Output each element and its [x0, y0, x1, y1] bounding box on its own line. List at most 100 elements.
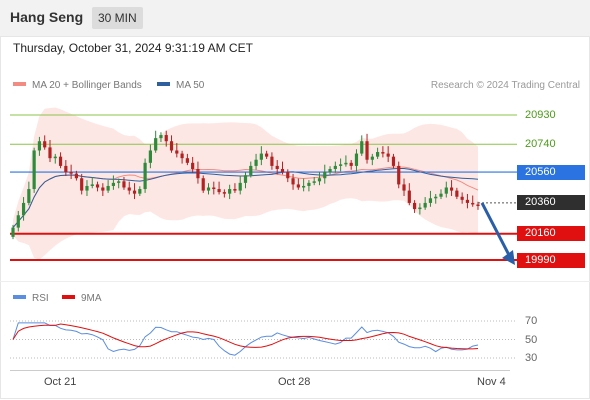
candle-body: [132, 190, 137, 194]
rsi-ma-swatch: [62, 295, 75, 300]
candle-body: [386, 153, 390, 157]
candle-body: [307, 182, 311, 186]
candle-body: [80, 178, 84, 191]
candle-body: [238, 182, 242, 191]
candle-body: [376, 152, 380, 157]
candle-body: [201, 178, 205, 191]
timeframe-badge[interactable]: 30 MIN: [92, 7, 143, 29]
header-bar: Hang Seng 30 MIN: [0, 0, 590, 36]
candle-body: [175, 150, 179, 154]
candle-body: [402, 184, 406, 191]
legend-ma20: MA 20 + Bollinger Bands: [13, 80, 142, 91]
candle-body: [64, 165, 68, 173]
candle-body: [249, 165, 253, 176]
candle-body: [143, 162, 147, 190]
candle-body: [418, 207, 422, 210]
candle-body: [360, 141, 364, 154]
forecast-arrow-line: [480, 202, 512, 258]
candle-body: [111, 182, 115, 186]
x-label-oct21: Oct 21: [44, 376, 77, 388]
rsi-axis-70: 70: [525, 315, 538, 327]
candle-body: [397, 165, 401, 185]
candle-body: [243, 175, 248, 183]
candle-body: [407, 190, 411, 203]
candle-body: [69, 172, 73, 174]
candle-body: [27, 189, 31, 203]
instrument-title: Hang Seng: [10, 9, 84, 25]
candle-body: [296, 184, 300, 188]
candle-body: [391, 156, 396, 166]
candle-body: [164, 135, 168, 142]
candle-body: [228, 189, 232, 194]
candle-body: [471, 202, 475, 205]
candle-body: [206, 187, 211, 191]
candle-body: [275, 165, 279, 169]
candle-body: [117, 181, 121, 183]
rsi-axis-50: 50: [525, 334, 538, 346]
candle-body: [302, 185, 306, 188]
credit-text: Research © 2024 Trading Central: [430, 80, 580, 91]
ma50-swatch: [157, 82, 170, 87]
level-label-20930: 20930: [525, 108, 556, 121]
candle-body: [428, 198, 433, 203]
rsi-label: RSI: [32, 293, 49, 304]
rsi-swatch: [13, 295, 26, 300]
candle-body: [196, 168, 200, 179]
candle-body: [339, 164, 343, 166]
candle-body: [328, 168, 332, 173]
candle-body: [412, 202, 417, 210]
candle-body: [291, 178, 295, 185]
candle-body: [127, 187, 131, 191]
x-label-nov4: Nov 4: [477, 376, 506, 388]
candle-body: [90, 184, 94, 186]
level-label-20160: 20160: [517, 226, 585, 242]
timestamp: Thursday, October 31, 2024 9:31:19 AM CE…: [13, 41, 253, 55]
candle-body: [185, 158, 189, 163]
forecast-arrow-head: [502, 250, 515, 265]
candle-body: [439, 193, 443, 197]
level-label-20560: 20560: [517, 164, 585, 180]
candle-body: [74, 173, 79, 179]
candle-body: [349, 162, 353, 166]
candle-body: [381, 152, 385, 154]
candle-body: [154, 138, 158, 151]
candle-body: [169, 141, 174, 151]
candle-body: [354, 153, 359, 166]
legend-rsi-ma: 9MA: [62, 293, 102, 304]
candle-body: [365, 141, 369, 160]
x-label-oct28: Oct 28: [278, 376, 311, 388]
candle-body: [32, 150, 36, 190]
candle-body: [106, 185, 110, 191]
candle-body: [43, 141, 47, 148]
candle-body: [280, 168, 285, 173]
rsi-axis-30: 30: [525, 352, 538, 364]
candle-body: [317, 178, 322, 182]
candle-body: [95, 184, 100, 188]
candle-body: [455, 190, 459, 197]
level-label-20740: 20740: [525, 137, 556, 150]
candle-body: [344, 162, 348, 165]
candle-body: [265, 153, 269, 157]
candle-body: [423, 202, 427, 208]
level-label-20360: 20360: [517, 195, 585, 211]
candle-body: [370, 156, 374, 160]
rsi-ma-label: 9MA: [81, 293, 102, 304]
candle-body: [217, 189, 221, 193]
candle-body: [286, 172, 290, 179]
candle-body: [323, 172, 327, 179]
candle-body: [444, 187, 448, 194]
candle-body: [159, 135, 163, 139]
candle-body: [16, 215, 20, 228]
candle-body: [148, 150, 152, 163]
ma50-label: MA 50: [176, 80, 205, 91]
candle-body: [312, 181, 316, 183]
candle-body: [122, 181, 126, 188]
candle-body: [85, 185, 89, 191]
legend-ma50: MA 50: [157, 80, 204, 91]
ma20-label: MA 20 + Bollinger Bands: [32, 80, 142, 91]
candle-body: [21, 202, 26, 216]
candle-body: [476, 204, 480, 207]
candle-body: [333, 165, 337, 169]
candle-body: [48, 147, 52, 159]
candle-body: [58, 156, 63, 166]
